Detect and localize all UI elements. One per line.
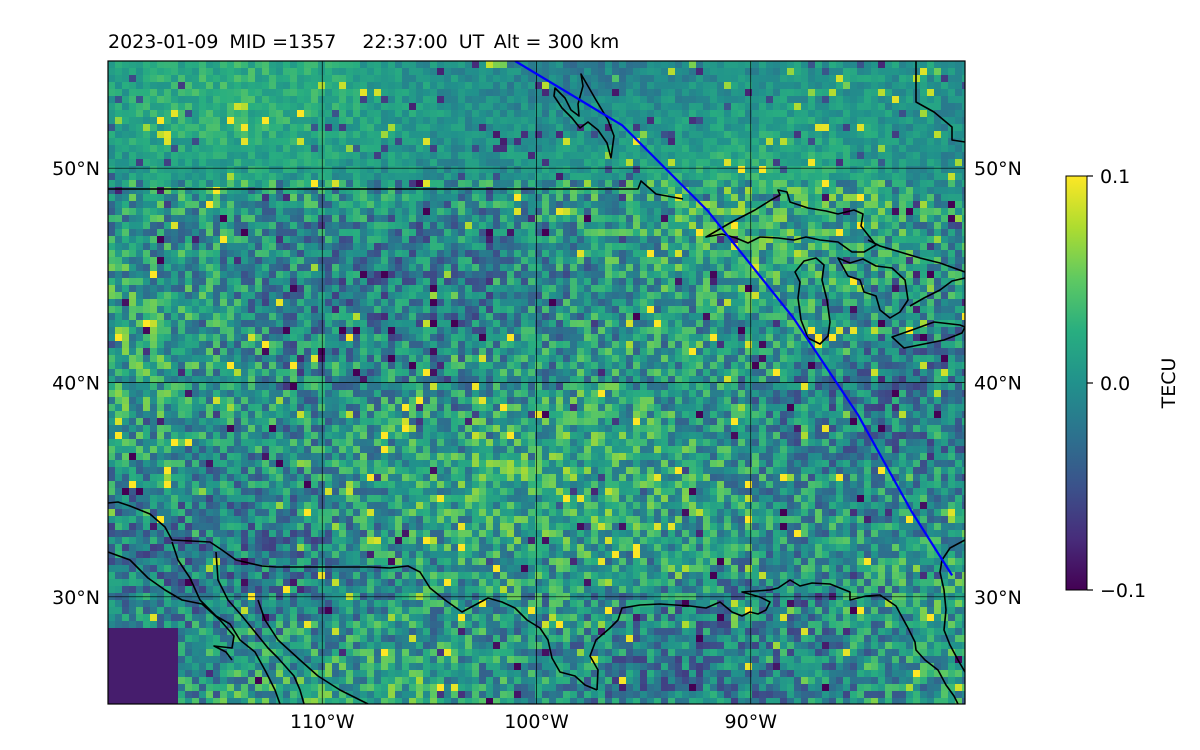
colorbar-gradient [1066,176,1087,590]
lon-label: 110°W [290,711,355,733]
title-ut: UT [459,31,485,53]
colorbar-tick-label: −0.1 [1100,580,1146,602]
title-alt: Alt = 300 km [494,31,620,53]
lat-labels-left: 50°N 40°N 30°N [52,158,100,609]
map-frame [107,60,966,705]
title-date: 2023-01-09 [108,31,218,53]
satellite-track [514,61,954,576]
colorbar: 0.1 0.0 −0.1 TECU [1065,166,1180,602]
title-time: 22:37:00 [362,31,447,53]
colorbar-ticks: 0.1 0.0 −0.1 [1087,166,1146,602]
lat-labels-right: 50°N 40°N 30°N [974,158,1022,609]
lon-labels: 110°W 100°W 90°W [290,711,777,733]
colorbar-tick-label: 0.1 [1100,166,1130,188]
graticule [108,61,965,704]
colorbar-tick-label: 0.0 [1100,373,1130,395]
lat-label-left: 40°N [52,373,100,395]
map-area [108,61,965,704]
lat-label-left: 50°N [52,158,100,180]
colorbar-label: TECU [1158,358,1180,410]
lat-label-left: 30°N [52,587,100,609]
lat-label-right: 50°N [974,158,1022,180]
title-mid: MID =1357 [229,31,336,53]
lon-label: 100°W [504,711,569,733]
lon-label: 90°W [725,711,778,733]
coastlines-borders [108,61,965,704]
tec-heatmap [108,61,965,704]
lat-label-right: 40°N [974,373,1022,395]
lat-label-right: 30°N [974,587,1022,609]
